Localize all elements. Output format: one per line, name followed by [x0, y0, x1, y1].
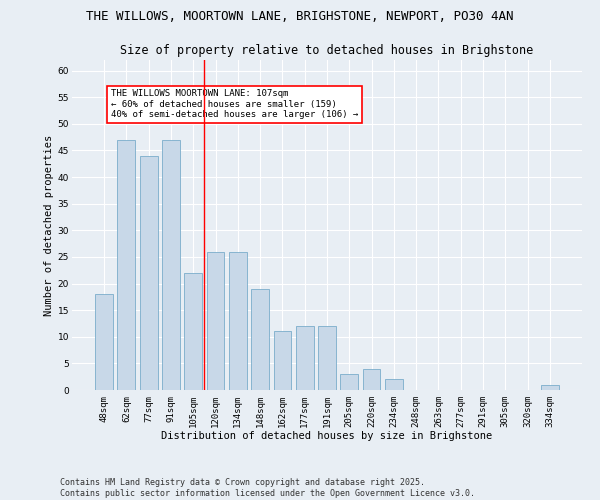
- Bar: [251, 289, 269, 390]
- Title: Size of property relative to detached houses in Brighstone: Size of property relative to detached ho…: [121, 44, 533, 58]
- Bar: [229, 252, 247, 390]
- Bar: [385, 380, 403, 390]
- Bar: [541, 384, 559, 390]
- Bar: [184, 273, 202, 390]
- Bar: [140, 156, 158, 390]
- Bar: [206, 252, 224, 390]
- Text: Contains HM Land Registry data © Crown copyright and database right 2025.
Contai: Contains HM Land Registry data © Crown c…: [60, 478, 475, 498]
- Y-axis label: Number of detached properties: Number of detached properties: [44, 134, 53, 316]
- X-axis label: Distribution of detached houses by size in Brighstone: Distribution of detached houses by size …: [161, 432, 493, 442]
- Bar: [274, 332, 292, 390]
- Bar: [362, 368, 380, 390]
- Bar: [318, 326, 336, 390]
- Text: THE WILLOWS, MOORTOWN LANE, BRIGHSTONE, NEWPORT, PO30 4AN: THE WILLOWS, MOORTOWN LANE, BRIGHSTONE, …: [86, 10, 514, 23]
- Text: THE WILLOWS MOORTOWN LANE: 107sqm
← 60% of detached houses are smaller (159)
40%: THE WILLOWS MOORTOWN LANE: 107sqm ← 60% …: [111, 90, 358, 119]
- Bar: [340, 374, 358, 390]
- Bar: [95, 294, 113, 390]
- Bar: [118, 140, 136, 390]
- Bar: [296, 326, 314, 390]
- Bar: [162, 140, 180, 390]
